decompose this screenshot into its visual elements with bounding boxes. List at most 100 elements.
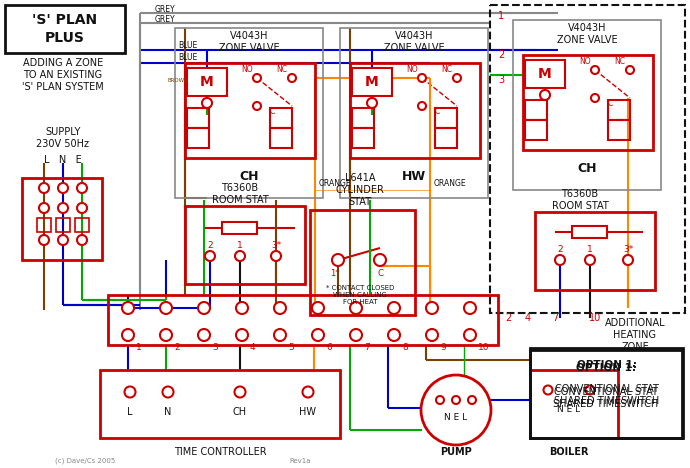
Text: NO: NO — [406, 66, 418, 74]
Text: BOILER: BOILER — [549, 447, 589, 457]
Circle shape — [312, 329, 324, 341]
Circle shape — [350, 302, 362, 314]
Text: BLUE: BLUE — [178, 41, 197, 50]
Text: M: M — [538, 67, 552, 81]
Text: OPTION 1:: OPTION 1: — [576, 363, 636, 373]
Bar — [185, 63, 315, 158]
Text: CH: CH — [578, 161, 597, 175]
Circle shape — [453, 74, 461, 82]
Bar — [352, 128, 374, 148]
Text: 2: 2 — [174, 344, 179, 352]
Text: 2: 2 — [558, 246, 563, 255]
Circle shape — [585, 255, 595, 265]
Text: (c) Dave/Cs 2005: (c) Dave/Cs 2005 — [55, 458, 115, 464]
Bar — [270, 128, 292, 148]
Circle shape — [436, 396, 444, 404]
Text: PUMP: PUMP — [440, 447, 472, 457]
Circle shape — [124, 387, 135, 397]
Text: NC: NC — [442, 66, 453, 74]
Text: HW: HW — [402, 169, 426, 183]
Bar — [525, 60, 565, 88]
Circle shape — [302, 387, 313, 397]
Text: C: C — [377, 270, 383, 278]
Bar — [535, 212, 655, 290]
Text: OPTION 1:: OPTION 1: — [577, 360, 637, 370]
Text: SUPPLY
230V 50Hz: SUPPLY 230V 50Hz — [37, 127, 90, 149]
Circle shape — [77, 235, 87, 245]
Text: M: M — [200, 75, 214, 89]
Text: T6360B
ROOM STAT: T6360B ROOM STAT — [551, 189, 609, 211]
Text: 1: 1 — [136, 344, 141, 352]
Text: 1: 1 — [587, 246, 593, 255]
Circle shape — [122, 302, 134, 314]
Text: 5: 5 — [288, 344, 294, 352]
Bar — [490, 5, 685, 313]
Text: 7: 7 — [364, 344, 370, 352]
Circle shape — [418, 102, 426, 110]
Circle shape — [464, 302, 476, 314]
Circle shape — [374, 254, 386, 266]
Text: CH: CH — [239, 169, 259, 183]
Bar — [5, 5, 125, 53]
Text: GREY: GREY — [155, 5, 175, 14]
Text: C: C — [607, 100, 613, 109]
Circle shape — [555, 255, 565, 265]
Bar — [270, 108, 292, 128]
Text: CONVENTIONAL STAT
SHARED TIMESWITCH: CONVENTIONAL STAT SHARED TIMESWITCH — [553, 387, 659, 409]
Text: M: M — [365, 75, 379, 89]
Text: 1: 1 — [237, 241, 243, 250]
Circle shape — [39, 203, 49, 213]
Circle shape — [77, 183, 87, 193]
Bar — [185, 206, 305, 284]
Circle shape — [367, 98, 377, 108]
Text: CH: CH — [233, 407, 247, 417]
Circle shape — [288, 74, 296, 82]
Text: 1: 1 — [498, 11, 504, 21]
Text: L641A
CYLINDER
STAT: L641A CYLINDER STAT — [335, 174, 384, 206]
Text: 10: 10 — [589, 313, 601, 323]
Circle shape — [77, 203, 87, 213]
Text: ADDING A ZONE
TO AN EXISTING
'S' PLAN SYSTEM: ADDING A ZONE TO AN EXISTING 'S' PLAN SY… — [22, 58, 104, 92]
Text: C: C — [269, 108, 275, 117]
Circle shape — [623, 255, 633, 265]
Bar — [435, 128, 457, 148]
Text: BLUE: BLUE — [178, 53, 197, 63]
Circle shape — [332, 254, 344, 266]
Text: 2: 2 — [498, 50, 504, 60]
Circle shape — [626, 66, 634, 74]
Circle shape — [39, 235, 49, 245]
Text: ORANGE: ORANGE — [319, 180, 351, 189]
Bar — [435, 108, 457, 128]
Circle shape — [274, 329, 286, 341]
Text: T6360B
ROOM STAT: T6360B ROOM STAT — [212, 183, 268, 205]
Bar — [530, 370, 618, 438]
Bar — [352, 108, 374, 128]
Circle shape — [468, 396, 476, 404]
Text: Rev1a: Rev1a — [289, 458, 311, 464]
Bar — [37, 218, 51, 232]
Text: NO: NO — [241, 66, 253, 74]
Bar — [310, 210, 415, 315]
Bar — [187, 128, 209, 148]
Circle shape — [388, 302, 400, 314]
Text: ORANGE: ORANGE — [434, 180, 466, 189]
Circle shape — [271, 251, 281, 261]
Text: NC: NC — [615, 58, 626, 66]
Circle shape — [160, 329, 172, 341]
Text: GREY: GREY — [155, 15, 175, 23]
Circle shape — [122, 329, 134, 341]
Circle shape — [58, 183, 68, 193]
Text: V4043H
ZONE VALVE: V4043H ZONE VALVE — [384, 31, 444, 53]
Text: 2: 2 — [207, 241, 213, 250]
Text: NC: NC — [277, 66, 288, 74]
Text: N E L: N E L — [444, 414, 468, 423]
Bar — [608, 100, 630, 120]
Text: 4: 4 — [525, 313, 531, 323]
Text: N: N — [164, 407, 172, 417]
Text: V4043H
ZONE VALVE: V4043H ZONE VALVE — [557, 23, 618, 45]
Bar — [340, 28, 488, 198]
Text: CONVENTIONAL STAT
SHARED TIMESWITCH: CONVENTIONAL STAT SHARED TIMESWITCH — [554, 384, 660, 406]
Bar — [608, 120, 630, 140]
Bar — [187, 68, 227, 96]
Circle shape — [236, 302, 248, 314]
